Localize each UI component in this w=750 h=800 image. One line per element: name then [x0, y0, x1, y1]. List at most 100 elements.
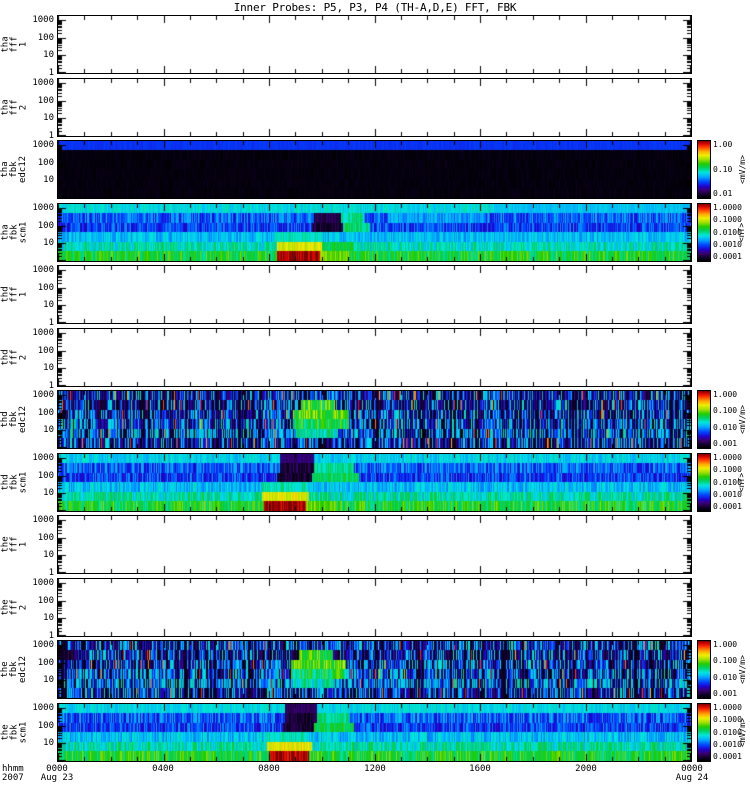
- colorbar-unit-thd_fbk_edc12: <mV/m>: [737, 405, 747, 434]
- colorbar-tick-label: 0.1000: [713, 715, 742, 724]
- ytick-label: 100: [37, 658, 54, 668]
- ytick-label: 100: [37, 96, 54, 106]
- ytick-label: 1000: [32, 390, 54, 400]
- xaxis-tick-label: 1600: [469, 764, 491, 774]
- xaxis-tick-label: 2000: [575, 764, 597, 774]
- colorbar-tick-label: 0.0001: [713, 752, 742, 761]
- colorbar-tick-label: 0.0100: [713, 228, 742, 237]
- colorbar-tick-label: 1.00: [713, 140, 733, 149]
- ytick-label: 1000: [32, 265, 54, 275]
- colorbar-tick-label: 0.0001: [713, 252, 742, 261]
- panel-tha_fbk_scm1: [57, 203, 692, 262]
- colorbar-tick-label: 0.0010: [713, 240, 742, 249]
- ytick-label: 1: [48, 381, 54, 391]
- panel-label-the_fbk_edc12: the fbk edc12: [0, 655, 29, 684]
- panel-thd_fbk_scm1: [57, 453, 692, 512]
- ytick-label: 1: [48, 568, 54, 578]
- spectrogram-canvas-thd_fbk_scm1: [58, 454, 691, 511]
- xaxis-date-label: Aug 24: [675, 773, 709, 783]
- panel-thd_fff_2: [57, 328, 692, 387]
- colorbar-tick-label: 0.100: [713, 656, 738, 665]
- ytick-label: 100: [37, 533, 54, 543]
- ytick-label: 1000: [32, 703, 54, 713]
- colorbar-unit-tha_fbk_scm1: <nT>: [737, 222, 747, 243]
- panel-label-thd_fff_1: thd fff 1: [0, 286, 29, 303]
- xaxis-year-label: 2007: [2, 773, 24, 783]
- ytick-label: 10: [43, 488, 54, 498]
- ytick-label: 1000: [32, 328, 54, 338]
- ytick-label: 10: [43, 113, 54, 123]
- spectrogram-canvas-thd_fbk_edc12: [58, 391, 691, 448]
- ytick-label: 1000: [32, 140, 54, 150]
- spectrogram-canvas-the_fbk_edc12: [58, 641, 691, 698]
- colorbar-tick-label: 0.0100: [713, 478, 742, 487]
- colorbar-tick-label: 1.000: [713, 640, 738, 649]
- colorbar-tick-label: 1.0000: [713, 703, 742, 712]
- colorbar-tick-label: 1.0000: [713, 453, 742, 462]
- ytick-label: 1000: [32, 15, 54, 25]
- panel-thd_fbk_edc12: [57, 390, 692, 449]
- xaxis-unit-label: hhmm: [2, 764, 24, 774]
- ytick-label: 100: [37, 221, 54, 231]
- colorbar-tha_fbk_scm1: [697, 203, 711, 262]
- ytick-label: 10: [43, 238, 54, 248]
- colorbar-tick-label: 1.000: [713, 390, 738, 399]
- ytick-label: 10: [43, 550, 54, 560]
- colorbar-tick-label: 0.0100: [713, 728, 742, 737]
- ytick-label: 10: [43, 613, 54, 623]
- xaxis-tick-label: 0000: [681, 764, 703, 774]
- panel-the_fbk_scm1: [57, 703, 692, 762]
- spectrogram-canvas-the_fbk_scm1: [58, 704, 691, 761]
- colorbar-the_fbk_edc12: [697, 640, 711, 699]
- colorbar-tick-label: 0.001: [713, 689, 738, 698]
- ytick-label: 10: [43, 363, 54, 373]
- colorbar-tick-label: 1.0000: [713, 203, 742, 212]
- panel-the_fbk_edc12: [57, 640, 692, 699]
- spectrogram-canvas-tha_fbk_edc12: [58, 141, 691, 198]
- colorbar-unit-thd_fbk_scm1: <nT>: [737, 472, 747, 493]
- ytick-label: 100: [37, 721, 54, 731]
- xaxis-tick-label: 1200: [364, 764, 386, 774]
- xaxis-tick-label: 0800: [258, 764, 280, 774]
- colorbar-tick-label: 0.10: [713, 165, 733, 174]
- empty-panel-canvas-the_fff_2: [58, 579, 691, 636]
- panel-the_fff_2: [57, 578, 692, 637]
- ytick-label: 1000: [32, 78, 54, 88]
- ytick-label: 1000: [32, 578, 54, 588]
- colorbar-tick-label: 0.0001: [713, 502, 742, 511]
- panel-label-tha_fff_1: tha fff 1: [0, 36, 29, 53]
- panel-label-thd_fbk_scm1: thd fbk scm1: [0, 471, 29, 494]
- ytick-label: 100: [37, 346, 54, 356]
- colorbar-tick-label: 0.010: [713, 673, 738, 682]
- panel-label-tha_fbk_scm1: tha fbk scm1: [0, 221, 29, 244]
- xaxis-tick-label: 0000: [46, 764, 68, 774]
- colorbar-the_fbk_scm1: [697, 703, 711, 762]
- panel-tha_fbk_edc12: [57, 140, 692, 199]
- panel-label-the_fbk_scm1: the fbk scm1: [0, 721, 29, 744]
- ytick-label: 100: [37, 283, 54, 293]
- empty-panel-canvas-tha_fff_1: [58, 16, 691, 73]
- colorbar-tick-label: 0.0010: [713, 740, 742, 749]
- ytick-label: 1000: [32, 203, 54, 213]
- ytick-label: 10: [43, 50, 54, 60]
- colorbar-tick-label: 0.100: [713, 406, 738, 415]
- colorbar-unit-tha_fbk_edc12: <mV/m>: [737, 155, 747, 184]
- chart-title: Inner Probes: P5, P3, P4 (TH-A,D,E) FFT,…: [233, 1, 517, 14]
- xaxis-date-label: Aug 23: [40, 773, 74, 783]
- ytick-label: 10: [43, 300, 54, 310]
- panel-label-thd_fff_2: thd fff 2: [0, 349, 29, 366]
- panel-tha_fff_2: [57, 78, 692, 137]
- panel-tha_fff_1: [57, 15, 692, 74]
- panel-label-the_fff_2: the fff 2: [0, 599, 29, 616]
- empty-panel-canvas-tha_fff_2: [58, 79, 691, 136]
- ytick-label: 1: [48, 68, 54, 78]
- ytick-label: 1000: [32, 515, 54, 525]
- panel-the_fff_1: [57, 515, 692, 574]
- ytick-label: 1: [48, 631, 54, 641]
- colorbar-tick-label: 0.0010: [713, 490, 742, 499]
- colorbar-tick-label: 0.01: [713, 189, 733, 198]
- ytick-label: 100: [37, 471, 54, 481]
- panel-label-tha_fff_2: tha fff 2: [0, 99, 29, 116]
- spectrogram-canvas-tha_fbk_scm1: [58, 204, 691, 261]
